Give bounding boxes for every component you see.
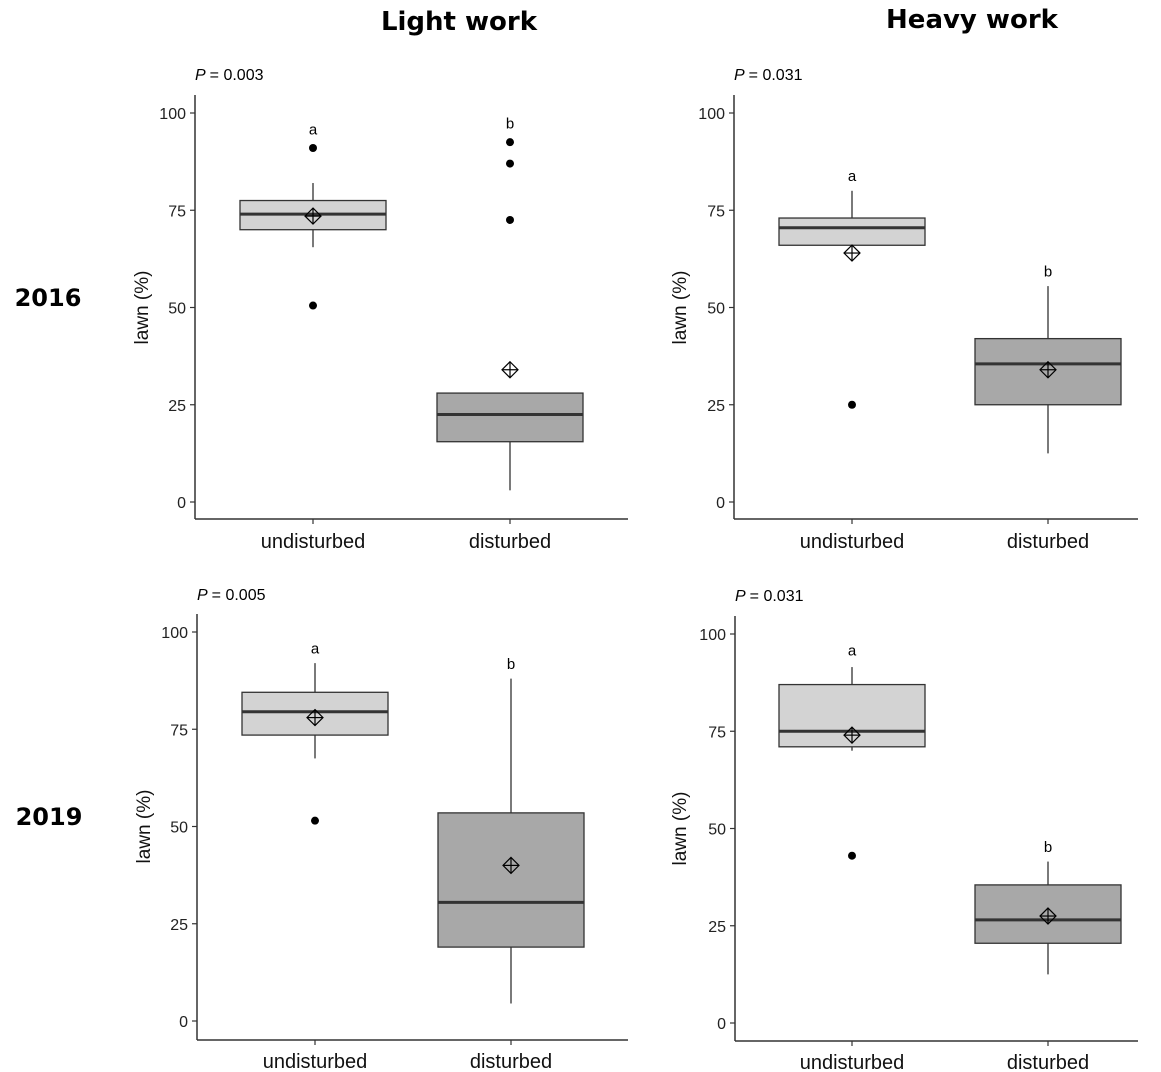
- mean-marker: [843, 726, 861, 744]
- significance-letter: a: [848, 642, 857, 659]
- x-tick-label-disturbed: disturbed: [1007, 1052, 1089, 1072]
- panel-2: P = 0.031 lawn (%) 0 25 50 75 100 undisturbed dis…: [670, 67, 1138, 553]
- mean-marker: [304, 207, 322, 225]
- x-tick-label-disturbed: disturbed: [1007, 531, 1089, 553]
- y-axis-label: lawn (%): [134, 790, 155, 864]
- significance-letter: a: [309, 121, 318, 138]
- significance-letter: b: [1044, 263, 1052, 280]
- y-tick-label: 25: [707, 398, 725, 415]
- p-value: P = 0.005: [197, 587, 266, 604]
- outlier-point: [309, 144, 317, 153]
- box-disturbed: b: [974, 263, 1122, 454]
- p-value-symbol: P: [195, 67, 206, 84]
- y-tick-label: 75: [707, 203, 725, 220]
- box-iqr: [436, 392, 584, 443]
- y-tick-label: 100: [699, 627, 726, 644]
- y-tick-label: 75: [170, 722, 188, 739]
- y-axis-label: lawn (%): [670, 271, 691, 345]
- y-tick-label: 50: [168, 301, 186, 318]
- y-tick-label: 50: [170, 820, 188, 837]
- row-label-2019: 2019: [16, 803, 83, 831]
- p-value-number: = 0.031: [749, 67, 803, 84]
- x-tick-label-disturbed: disturbed: [470, 1051, 552, 1072]
- p-value: P = 0.031: [735, 588, 804, 605]
- outlier-point: [506, 138, 514, 147]
- outlier-point: [506, 159, 514, 168]
- mean-marker: [1039, 907, 1057, 925]
- y-tick-label: 100: [161, 625, 188, 642]
- outlier-point: [311, 816, 319, 825]
- mean-marker: [502, 856, 520, 875]
- outlier-point: [848, 851, 856, 860]
- outlier-point: [848, 400, 856, 409]
- y-tick-label: 25: [170, 917, 188, 934]
- box-undisturbed: a: [778, 168, 926, 409]
- mean-marker: [843, 244, 861, 262]
- y-tick-label: 50: [707, 301, 725, 318]
- y-tick-label: 0: [716, 495, 725, 512]
- column-title-heavy-work: Heavy work: [886, 5, 1059, 35]
- significance-letter: a: [848, 168, 857, 185]
- p-value: P = 0.031: [734, 67, 803, 84]
- y-tick-label: 25: [168, 398, 186, 415]
- box-iqr: [778, 217, 926, 246]
- column-title-light-work: Light work: [381, 7, 538, 37]
- box-iqr: [437, 812, 585, 948]
- y-tick-label: 0: [177, 495, 186, 512]
- box-disturbed: b: [437, 656, 585, 1004]
- outlier-point: [506, 215, 514, 224]
- panel-3: P = 0.005 lawn (%) 0 25 50 75 100 undisturbed dis…: [134, 587, 628, 1072]
- x-tick-label-undisturbed: undisturbed: [800, 531, 905, 553]
- x-tick-label-undisturbed: undisturbed: [263, 1051, 368, 1072]
- box-undisturbed: a: [239, 121, 387, 310]
- y-tick-label: 25: [708, 919, 726, 936]
- box-disturbed: b: [974, 839, 1122, 975]
- significance-letter: b: [506, 116, 514, 133]
- p-value-symbol: P: [734, 67, 745, 84]
- y-tick-label: 0: [179, 1014, 188, 1031]
- box-undisturbed: a: [778, 642, 926, 860]
- p-value-number: = 0.003: [210, 67, 264, 84]
- outlier-point: [309, 301, 317, 310]
- panel-4: P = 0.031 lawn (%) 0 25 50 75 100 undisturbed dis…: [670, 588, 1138, 1072]
- y-axis-label: lawn (%): [132, 271, 153, 345]
- y-tick-label: 75: [168, 203, 186, 220]
- mean-marker: [1039, 360, 1057, 379]
- y-tick-label: 100: [159, 106, 186, 123]
- y-axis-label: lawn (%): [670, 792, 691, 866]
- x-tick-label-undisturbed: undisturbed: [800, 1052, 905, 1072]
- x-tick-label-undisturbed: undisturbed: [261, 531, 366, 553]
- y-tick-label: 50: [708, 822, 726, 839]
- p-value-number: = 0.005: [212, 587, 266, 604]
- mean-marker: [501, 360, 519, 379]
- significance-letter: b: [507, 656, 515, 673]
- mean-marker: [306, 708, 324, 727]
- p-value-number: = 0.031: [750, 588, 804, 605]
- y-tick-label: 100: [698, 106, 725, 123]
- x-tick-label-disturbed: disturbed: [469, 531, 551, 553]
- y-tick-label: 0: [717, 1016, 726, 1033]
- significance-letter: b: [1044, 839, 1052, 856]
- panel-1: P = 0.003 lawn (%) 0 25 50 75 100 undisturbed dis…: [132, 67, 628, 553]
- p-value-symbol: P: [197, 587, 208, 604]
- row-label-2016: 2016: [15, 284, 82, 312]
- y-tick-label: 75: [708, 724, 726, 741]
- box-undisturbed: a: [241, 640, 389, 825]
- box-disturbed: b: [436, 116, 584, 491]
- p-value-symbol: P: [735, 588, 746, 605]
- significance-letter: a: [311, 640, 320, 657]
- p-value: P = 0.003: [195, 67, 264, 84]
